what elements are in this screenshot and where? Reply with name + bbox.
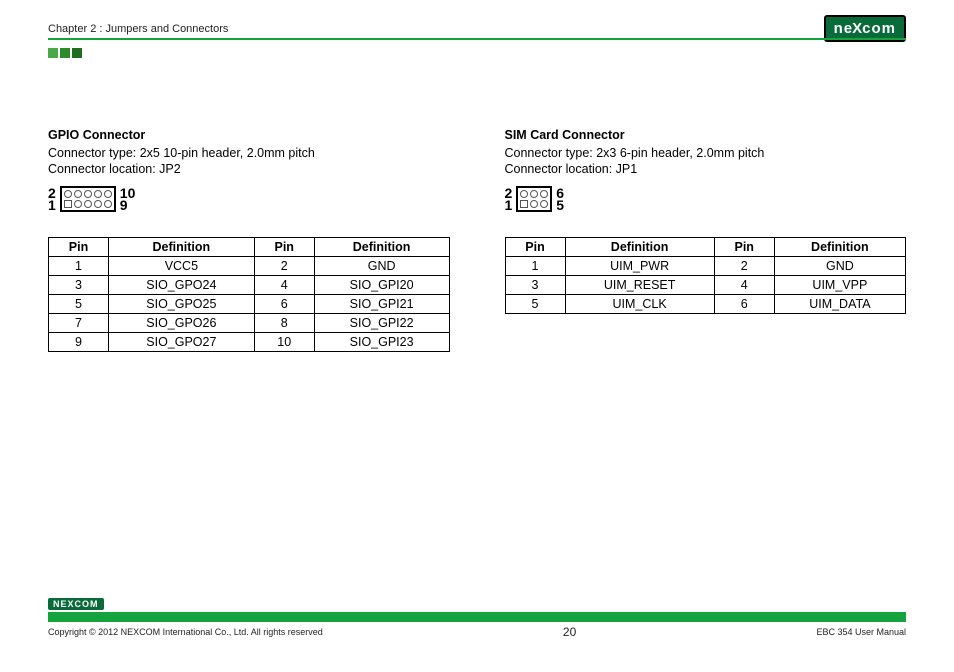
table-row: 1UIM_PWR2GND xyxy=(505,257,906,276)
table-cell: 8 xyxy=(254,314,314,333)
table-cell: GND xyxy=(314,257,449,276)
table-cell: GND xyxy=(774,257,905,276)
table-cell: 4 xyxy=(714,276,774,295)
gpio-type: Connector type: 2x5 10-pin header, 2.0mm… xyxy=(48,146,450,160)
table-cell: 6 xyxy=(714,295,774,314)
table-row: 7SIO_GPO268SIO_GPI22 xyxy=(49,314,450,333)
table-cell: UIM_CLK xyxy=(565,295,714,314)
square-2 xyxy=(60,48,70,58)
pin-marker-left: 21 xyxy=(48,187,56,211)
table-cell: 1 xyxy=(49,257,109,276)
table-cell: SIO_GPI20 xyxy=(314,276,449,295)
gpio-diagram: 21 109 xyxy=(48,186,450,212)
table-cell: 9 xyxy=(49,333,109,352)
gpio-title: GPIO Connector xyxy=(48,128,450,142)
pin-hole xyxy=(104,190,112,198)
pin-hole xyxy=(64,200,72,208)
table-header: Pin xyxy=(505,238,565,257)
table-cell: VCC5 xyxy=(109,257,255,276)
logo-part2: com xyxy=(862,20,896,37)
table-cell: UIM_PWR xyxy=(565,257,714,276)
pin-grid xyxy=(516,186,552,212)
pin-hole xyxy=(74,200,82,208)
table-cell: UIM_VPP xyxy=(774,276,905,295)
table-cell: SIO_GPI22 xyxy=(314,314,449,333)
table-cell: 2 xyxy=(714,257,774,276)
table-cell: 6 xyxy=(254,295,314,314)
sim-title: SIM Card Connector xyxy=(505,128,907,142)
pin-hole xyxy=(94,190,102,198)
pin-grid xyxy=(60,186,116,212)
header-rule xyxy=(48,38,906,40)
pin-hole xyxy=(520,200,528,208)
gpio-section: GPIO Connector Connector type: 2x5 10-pi… xyxy=(48,128,450,352)
table-header: Pin xyxy=(49,238,109,257)
pin-hole xyxy=(520,190,528,198)
square-3 xyxy=(72,48,82,58)
table-row: 1VCC52GND xyxy=(49,257,450,276)
pin-marker-left: 21 xyxy=(505,187,513,211)
copyright-text: Copyright © 2012 NEXCOM International Co… xyxy=(48,627,323,637)
table-cell: 1 xyxy=(505,257,565,276)
table-header: Definition xyxy=(565,238,714,257)
pin-hole xyxy=(84,190,92,198)
table-cell: SIO_GPI21 xyxy=(314,295,449,314)
footer-rule xyxy=(48,612,906,622)
sim-table: PinDefinitionPinDefinition1UIM_PWR2GND3U… xyxy=(505,237,907,314)
chapter-title: Chapter 2 : Jumpers and Connectors xyxy=(48,23,228,35)
table-cell: 7 xyxy=(49,314,109,333)
pin-marker-right: 65 xyxy=(556,187,564,211)
table-cell: SIO_GPI23 xyxy=(314,333,449,352)
table-cell: 10 xyxy=(254,333,314,352)
sim-section: SIM Card Connector Connector type: 2x3 6… xyxy=(505,128,907,352)
pin-hole xyxy=(540,200,548,208)
table-row: 3UIM_RESET4UIM_VPP xyxy=(505,276,906,295)
table-header: Definition xyxy=(314,238,449,257)
decoration-squares xyxy=(48,48,82,58)
sim-diagram: 21 65 xyxy=(505,186,907,212)
table-header: Definition xyxy=(109,238,255,257)
pin-hole xyxy=(530,200,538,208)
table-cell: 3 xyxy=(505,276,565,295)
pin-hole xyxy=(94,200,102,208)
table-cell: UIM_RESET xyxy=(565,276,714,295)
sim-type: Connector type: 2x3 6-pin header, 2.0mm … xyxy=(505,146,907,160)
table-cell: SIO_GPO24 xyxy=(109,276,255,295)
sim-location: Connector location: JP1 xyxy=(505,162,907,176)
table-cell: 5 xyxy=(505,295,565,314)
table-cell: SIO_GPO25 xyxy=(109,295,255,314)
manual-name: EBC 354 User Manual xyxy=(816,627,906,637)
logo-part1: ne xyxy=(834,20,854,37)
square-1 xyxy=(48,48,58,58)
table-cell: SIO_GPO27 xyxy=(109,333,255,352)
pin-hole xyxy=(64,190,72,198)
pin-hole xyxy=(104,200,112,208)
table-cell: 4 xyxy=(254,276,314,295)
table-cell: 2 xyxy=(254,257,314,276)
gpio-table: PinDefinitionPinDefinition1VCC52GND3SIO_… xyxy=(48,237,450,352)
gpio-location: Connector location: JP2 xyxy=(48,162,450,176)
pin-hole xyxy=(530,190,538,198)
pin-hole xyxy=(84,200,92,208)
table-cell: 3 xyxy=(49,276,109,295)
table-cell: UIM_DATA xyxy=(774,295,905,314)
pin-hole xyxy=(74,190,82,198)
table-header: Pin xyxy=(714,238,774,257)
table-header: Pin xyxy=(254,238,314,257)
table-header: Definition xyxy=(774,238,905,257)
footer-logo: NEXCOM xyxy=(48,598,104,610)
table-cell: 5 xyxy=(49,295,109,314)
table-row: 3SIO_GPO244SIO_GPI20 xyxy=(49,276,450,295)
table-row: 9SIO_GPO2710SIO_GPI23 xyxy=(49,333,450,352)
table-row: 5UIM_CLK6UIM_DATA xyxy=(505,295,906,314)
pin-hole xyxy=(540,190,548,198)
table-cell: SIO_GPO26 xyxy=(109,314,255,333)
pin-marker-right: 109 xyxy=(120,187,136,211)
table-row: 5SIO_GPO256SIO_GPI21 xyxy=(49,295,450,314)
page-number: 20 xyxy=(563,625,576,639)
